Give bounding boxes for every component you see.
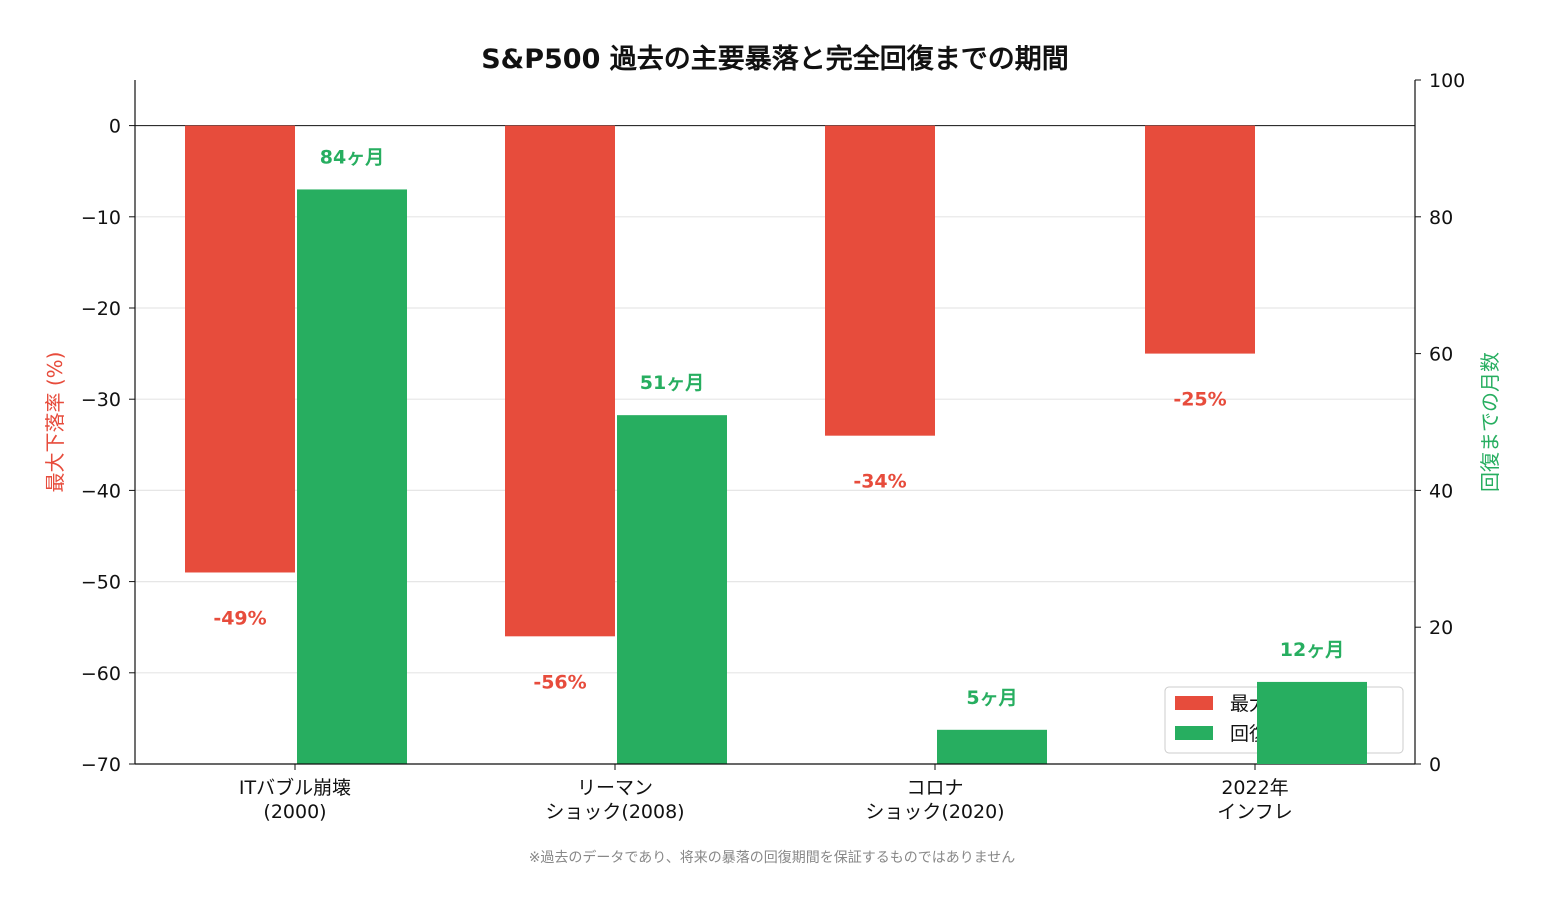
left-tick-label: 0	[109, 116, 121, 138]
drawdown-bar	[505, 125, 615, 637]
right-tick-label: 20	[1429, 617, 1453, 639]
category-label: 2022年インフレ	[1217, 777, 1292, 823]
category-label-line: (2000)	[263, 801, 326, 823]
left-axis-label: 最大下落率 (%)	[43, 352, 67, 493]
legend-swatch-recovery	[1175, 726, 1213, 740]
drawdown-value-label: -34%	[853, 471, 906, 493]
category-label-line: リーマン	[577, 777, 653, 799]
right-tick-label: 60	[1429, 344, 1453, 366]
front-bars: 84ヶ月 51ヶ月 5ヶ月 12ヶ月	[320, 146, 1367, 764]
left-tick-label: −20	[81, 298, 121, 320]
data-labels: -49% -56% -34% -25%	[213, 389, 1226, 694]
recovery-value-label: 12ヶ月	[1280, 639, 1344, 661]
category-label: コロナショック(2020)	[865, 777, 1004, 823]
recovery-bar	[937, 729, 1047, 764]
left-tick-label: −60	[81, 663, 121, 685]
category-labels: ITバブル崩壊(2000) リーマンショック(2008) コロナショック(2020)…	[239, 764, 1293, 823]
left-tick-label: −40	[81, 480, 121, 502]
right-tick-label: 40	[1429, 480, 1453, 502]
recovery-bar	[617, 415, 727, 764]
legend-swatch-drawdown	[1175, 696, 1213, 710]
category-label-line: インフレ	[1217, 801, 1292, 823]
right-tick-label: 80	[1429, 207, 1453, 229]
left-tick-label: −70	[81, 754, 121, 776]
recovery-bar	[297, 189, 407, 764]
category-label: リーマンショック(2008)	[545, 777, 684, 823]
drawdown-value-label: -49%	[213, 607, 266, 629]
recovery-value-label: 5ヶ月	[966, 687, 1017, 709]
recovery-value-label: 84ヶ月	[320, 146, 384, 168]
category-label-line: 2022年	[1221, 777, 1288, 799]
drawdown-bar	[1145, 125, 1255, 354]
recovery-bar	[1257, 681, 1367, 764]
drawdown-value-label: -56%	[533, 671, 586, 693]
recovery-value-label: 51ヶ月	[640, 372, 704, 394]
chart-title: S&P500 過去の主要暴落と完全回復までの期間	[481, 43, 1069, 75]
right-axis-label: 回復までの月数	[1478, 352, 1502, 492]
drawdown-bar	[825, 125, 935, 436]
left-tick-label: −30	[81, 389, 121, 411]
left-axis-ticks: 0 −10 −20 −30 −40 −50 −60 −70	[81, 116, 135, 776]
axes	[134, 80, 1416, 765]
drawdown-bar	[185, 125, 295, 573]
category-label-line: コロナ	[906, 777, 963, 799]
right-tick-label: 100	[1429, 70, 1465, 92]
category-label: ITバブル崩壊(2000)	[239, 776, 351, 823]
drawdown-value-label: -25%	[1173, 389, 1226, 411]
left-tick-label: −10	[81, 207, 121, 229]
category-label-line: ショック(2008)	[545, 801, 684, 823]
right-axis-ticks: 0 20 40 60 80 100	[1415, 70, 1465, 776]
bars	[185, 125, 1255, 764]
left-tick-label: −50	[81, 572, 121, 594]
footnote: ※過去のデータであり、将来の暴落の回復期間を保証するものではありません	[529, 849, 1016, 866]
right-tick-label: 0	[1429, 754, 1441, 776]
category-label-line: ITバブル崩壊	[239, 776, 351, 799]
category-label-line: ショック(2020)	[865, 801, 1004, 823]
